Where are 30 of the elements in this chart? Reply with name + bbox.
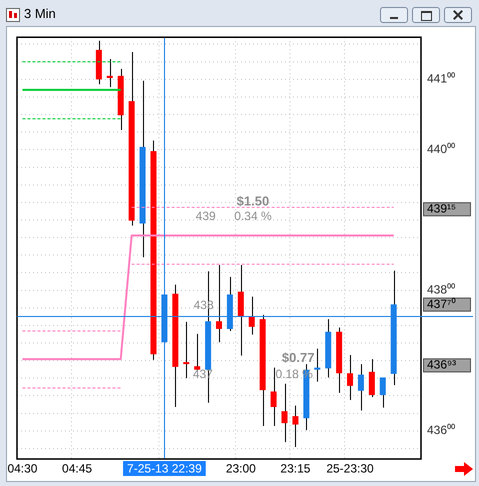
x-tick-label: 23:15 bbox=[280, 461, 311, 476]
x-tick-label: 23:00 bbox=[226, 461, 256, 476]
candlestick bbox=[270, 367, 277, 426]
candlestick bbox=[314, 348, 320, 382]
candlestick bbox=[358, 364, 364, 411]
y-tick-label: 436⁰⁰ bbox=[427, 423, 456, 438]
text: 439¹⁵ bbox=[427, 202, 456, 216]
candlestick bbox=[282, 383, 288, 443]
candlestick bbox=[248, 296, 255, 336]
x-tick-label: 7-25-13 22:39 bbox=[127, 461, 202, 476]
annotation: $1.50 bbox=[236, 193, 270, 208]
candlestick bbox=[216, 264, 222, 343]
annotation: 439 bbox=[196, 208, 216, 223]
candlestick bbox=[292, 405, 298, 448]
candlestick bbox=[106, 58, 113, 88]
y-tick-label: 438⁰⁰ bbox=[427, 282, 456, 297]
x-tick-label: 04:30 bbox=[7, 461, 38, 476]
chart-title: 3 Min bbox=[24, 6, 56, 21]
annotation: $0.77 bbox=[282, 350, 314, 366]
x-tick-label: 25-23:30 bbox=[326, 461, 374, 476]
candlestick bbox=[347, 354, 354, 400]
annotation: 0.34 % bbox=[234, 208, 272, 223]
candlestick bbox=[380, 376, 386, 408]
x-tick-label: 04:45 bbox=[62, 461, 92, 476]
text: 436⁹³ bbox=[427, 358, 456, 372]
candlestick bbox=[368, 358, 375, 398]
y-tick-label: 441⁰⁰ bbox=[427, 72, 456, 86]
candlestick bbox=[183, 321, 190, 379]
y-tick-label: 440⁰⁰ bbox=[427, 142, 456, 156]
text: 437⁷⁰ bbox=[427, 296, 456, 311]
